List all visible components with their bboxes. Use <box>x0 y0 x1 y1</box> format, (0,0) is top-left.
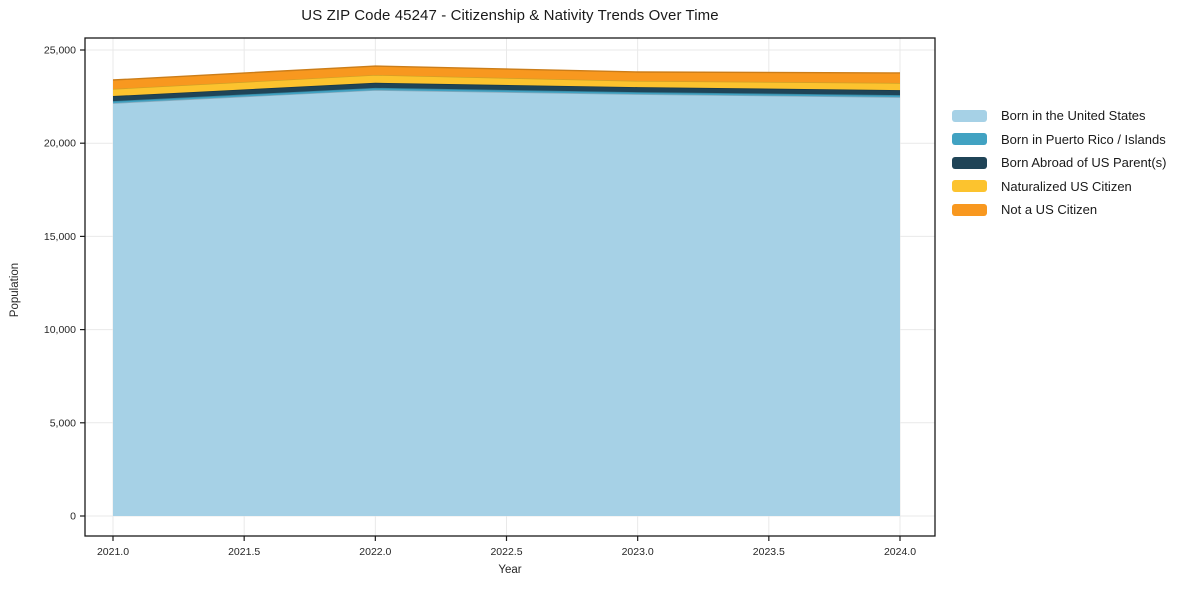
y-tick-label: 20,000 <box>44 138 76 150</box>
legend-swatch <box>952 203 987 216</box>
legend-item: Born in the United States <box>952 104 1166 128</box>
plot-frame <box>84 37 936 537</box>
x-tick-label: 2024.0 <box>884 546 916 558</box>
legend-label: Born in Puerto Rico / Islands <box>1001 131 1166 147</box>
legend-label: Not a US Citizen <box>1001 202 1098 218</box>
y-tick-label: 5,000 <box>50 417 76 429</box>
x-tick-label: 2023.0 <box>622 546 654 558</box>
area-band <box>113 74 900 97</box>
y-tick-label: 10,000 <box>44 324 76 336</box>
y-tick-label: 25,000 <box>44 45 76 57</box>
legend-swatch <box>952 156 987 169</box>
x-tick-label: 2023.5 <box>753 546 785 558</box>
y-axis-label: Population <box>9 262 21 318</box>
area-band <box>113 82 900 102</box>
legend-label: Born Abroad of US Parent(s) <box>1001 155 1167 171</box>
legend-label: Naturalized US Citizen <box>1001 178 1132 194</box>
area-band <box>113 90 900 517</box>
legend-label: Born in the United States <box>1001 108 1146 124</box>
stacked-areas <box>112 65 901 517</box>
y-tick-label: 15,000 <box>44 231 76 243</box>
x-tick-label: 2021.0 <box>97 546 129 558</box>
legend-swatch <box>952 109 987 122</box>
area-band-edge <box>112 65 901 81</box>
axis-ticks: 0 5,000 10,000 15,000 20,000 25,000 2021.0 2021… <box>44 45 916 559</box>
legend-item: Not a US Citizen <box>952 198 1166 222</box>
area-band <box>113 66 900 89</box>
x-axis-label: Year <box>498 564 522 576</box>
chart-title: US ZIP Code 45247 - Citizenship & Nativi… <box>301 7 719 24</box>
x-tick-label: 2022.5 <box>490 546 522 558</box>
legend-item: Born in Puerto Rico / Islands <box>952 128 1166 152</box>
legend: Born in the United States Born in Puerto … <box>952 104 1166 222</box>
legend-swatch <box>952 133 987 146</box>
legend-item: Naturalized US Citizen <box>952 175 1166 199</box>
x-tick-label: 2021.5 <box>228 546 260 558</box>
y-tick-label: 0 <box>70 511 76 523</box>
legend-item: Born Abroad of US Parent(s) <box>952 151 1166 175</box>
x-tick-label: 2022.0 <box>359 546 391 558</box>
legend-swatch <box>952 180 987 193</box>
